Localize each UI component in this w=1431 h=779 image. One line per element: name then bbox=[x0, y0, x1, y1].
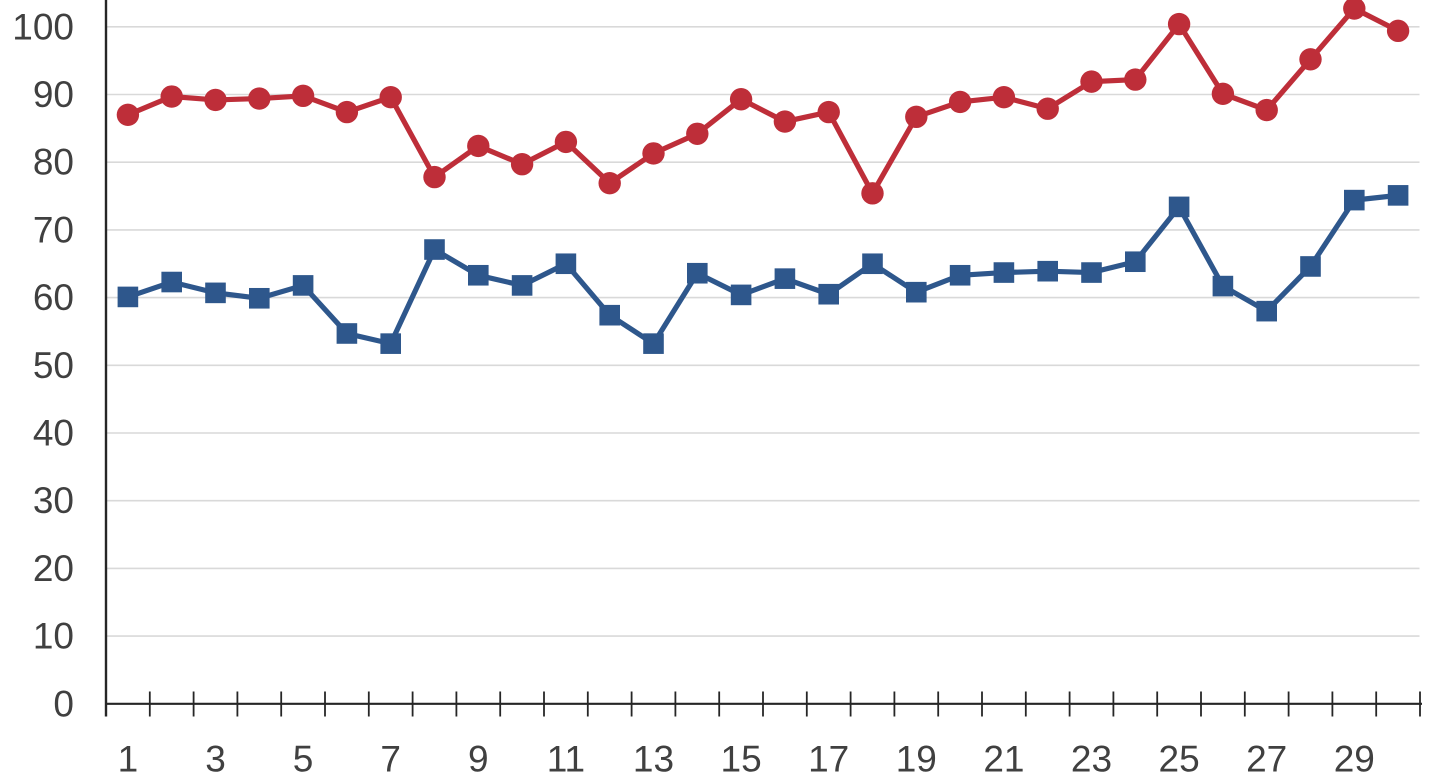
blue-square-series-marker bbox=[1081, 262, 1102, 283]
blue-square-series-marker bbox=[862, 253, 883, 275]
blue-square-series-marker bbox=[161, 271, 182, 293]
blue-square-series-marker bbox=[205, 282, 226, 304]
red-circle-series-marker bbox=[291, 84, 315, 108]
red-circle-series-marker bbox=[467, 134, 490, 158]
blue-square-series-marker bbox=[993, 262, 1015, 283]
red-circle-series-marker bbox=[1080, 70, 1103, 93]
red-circle-series-marker bbox=[1211, 82, 1235, 106]
x-axis-tick-label: 25 bbox=[1159, 739, 1200, 779]
red-circle-series-marker bbox=[1036, 97, 1059, 120]
blue-square-series-marker bbox=[643, 333, 664, 354]
y-axis-tick-label: 10 bbox=[33, 616, 74, 657]
y-axis-tick-label: 30 bbox=[33, 480, 74, 521]
red-circle-series-marker bbox=[729, 88, 753, 111]
red-circle-series-marker bbox=[510, 153, 534, 176]
blue-square-series-marker bbox=[906, 281, 927, 303]
x-axis-tick-label: 13 bbox=[633, 739, 674, 779]
y-axis-tick-label: 80 bbox=[33, 142, 74, 183]
x-axis-tick-label: 17 bbox=[808, 739, 849, 779]
x-axis-tick-label: 21 bbox=[983, 739, 1024, 779]
red-circle-series-marker bbox=[1255, 98, 1278, 122]
blue-square-series-marker bbox=[1168, 196, 1190, 218]
red-circle-series-marker bbox=[686, 122, 709, 145]
red-circle-series-marker bbox=[861, 182, 884, 205]
red-circle-series-marker bbox=[817, 100, 840, 124]
red-circle-series-marker bbox=[1386, 19, 1410, 43]
red-circle-series-line bbox=[126, 5, 1400, 199]
y-axis-tick-label: 100 bbox=[12, 6, 74, 47]
x-axis-tick-label: 23 bbox=[1071, 739, 1112, 779]
y-axis-tick-label: 40 bbox=[33, 413, 74, 454]
red-circle-series-marker bbox=[335, 100, 359, 124]
red-circle-series-marker bbox=[948, 90, 972, 114]
y-axis-tick-label: 70 bbox=[33, 209, 74, 250]
red-circle-series-marker bbox=[204, 88, 227, 112]
blue-square-series-marker bbox=[818, 283, 839, 305]
x-axis-tick-label: 29 bbox=[1334, 739, 1375, 779]
red-circle-series-marker bbox=[992, 86, 1016, 109]
blue-square-series-marker bbox=[730, 284, 752, 306]
blue-square-series-marker bbox=[1300, 256, 1321, 277]
blue-square-series-marker bbox=[1344, 189, 1365, 211]
blue-square-series-marker bbox=[949, 264, 971, 286]
red-circle-series-marker bbox=[1124, 68, 1147, 91]
x-axis-tick-label: 5 bbox=[293, 739, 314, 779]
red-circle-series-marker bbox=[248, 87, 271, 110]
blue-square-series-marker bbox=[511, 275, 533, 296]
blue-square-series-marker bbox=[1387, 185, 1409, 206]
red-circle-series-marker bbox=[1167, 12, 1191, 36]
blue-square-series-marker bbox=[380, 333, 401, 354]
red-circle-series-marker bbox=[379, 86, 402, 109]
blue-square-series-marker bbox=[1256, 300, 1277, 322]
red-circle-series-marker bbox=[1299, 48, 1322, 71]
blue-square-series-marker bbox=[336, 323, 358, 344]
y-axis-tick-label: 0 bbox=[53, 683, 74, 724]
blue-square-series-marker bbox=[687, 262, 708, 284]
y-axis-tick-label: 50 bbox=[33, 345, 74, 386]
blue-square-series-marker bbox=[555, 253, 577, 275]
red-circle-series-marker bbox=[773, 110, 797, 133]
blue-square-series-marker bbox=[424, 239, 445, 260]
y-axis-tick-label: 20 bbox=[33, 548, 74, 589]
blue-square-series-line bbox=[127, 192, 1399, 348]
red-circle-series-marker bbox=[554, 130, 578, 154]
blue-square-series-marker bbox=[249, 287, 270, 309]
x-axis-tick-label: 7 bbox=[380, 739, 401, 779]
blue-square-series-marker bbox=[292, 275, 314, 296]
red-circle-series-marker bbox=[642, 142, 665, 165]
blue-square-series-marker bbox=[117, 286, 139, 308]
x-axis-tick-label: 19 bbox=[896, 739, 937, 779]
x-axis-tick-label: 27 bbox=[1246, 739, 1287, 779]
red-circle-series-marker bbox=[905, 105, 928, 129]
blue-square-series-marker bbox=[1212, 275, 1234, 297]
x-axis-tick-label: 11 bbox=[547, 739, 585, 779]
red-circle-series-marker bbox=[116, 103, 140, 127]
red-circle-series-marker bbox=[160, 85, 183, 108]
red-circle-series-marker bbox=[423, 165, 446, 189]
y-axis-tick-label: 60 bbox=[33, 277, 74, 318]
blue-square-series-marker bbox=[468, 264, 489, 286]
x-axis-tick-label: 9 bbox=[468, 739, 489, 779]
blue-square-series-marker bbox=[1037, 260, 1058, 282]
x-axis-tick-label: 3 bbox=[205, 739, 226, 779]
red-circle-series-marker bbox=[598, 171, 621, 195]
red-circle-series-marker bbox=[1343, 0, 1366, 20]
blue-square-series-marker bbox=[599, 304, 620, 326]
x-axis-tick-label: 1 bbox=[118, 739, 139, 779]
blue-square-series-marker bbox=[1125, 251, 1146, 273]
y-axis-tick-label: 90 bbox=[33, 74, 74, 115]
blue-square-series-marker bbox=[774, 268, 796, 289]
x-axis-tick-label: 15 bbox=[721, 739, 762, 779]
